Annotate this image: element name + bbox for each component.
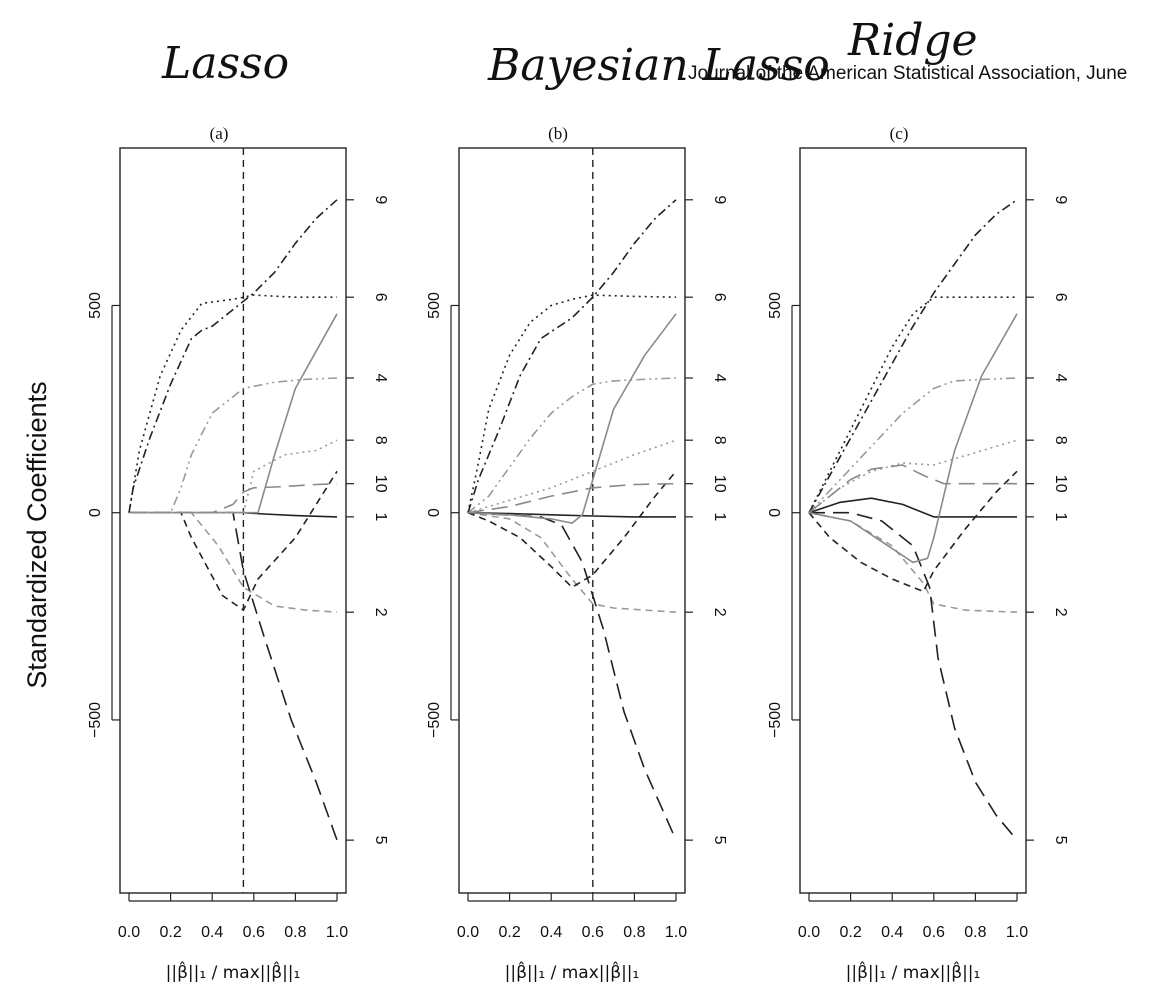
handwritten-bayesian-lasso-label: Bayesian Lasso (487, 40, 830, 91)
x-tick-label: 0.0 (118, 924, 140, 941)
plot-frame (119, 147, 347, 894)
series-line-10 (808, 464, 1017, 514)
coefficient-label: 1 (711, 512, 728, 521)
series-line-2 (129, 511, 338, 613)
series-line-5 (809, 511, 1018, 841)
coefficient-label: 10 (711, 475, 728, 493)
series-line-8 (467, 439, 677, 514)
panel-title: (b) (548, 124, 568, 143)
coefficient-label: 8 (372, 436, 389, 445)
coefficient-label: 5 (711, 836, 728, 845)
coefficient-label: 4 (711, 374, 728, 383)
series-line-6 (467, 294, 677, 513)
coefficient-label: 4 (372, 374, 389, 383)
coefficient-label: 5 (1052, 836, 1069, 845)
series-line-9 (808, 199, 1018, 514)
coefficient-label: 9 (372, 195, 389, 204)
x-tick-label: 0.0 (457, 924, 479, 941)
coefficient-label: 10 (372, 475, 389, 493)
series-line-9 (467, 199, 677, 513)
series-line-4 (129, 377, 338, 514)
coefficient-label: 6 (1052, 293, 1069, 302)
series-line-3 (129, 470, 338, 611)
x-tick-label: 0.4 (881, 924, 903, 941)
x-tick-label: 0.0 (798, 924, 820, 941)
x-tick-label: 1.0 (1006, 924, 1028, 941)
coefficient-label: 4 (1052, 374, 1069, 383)
series-line-10 (129, 482, 338, 514)
chart-panel-a: (a) 0.0 0.2 0.4 0.6 0.8 1.0 ||β̂||₁ / max||β̂||… (87, 124, 389, 983)
series-line-3 (467, 470, 677, 589)
y-tick-label: 0 (426, 508, 443, 517)
handwritten-ridge-label: Ridge (847, 15, 978, 66)
x-tick-label: 0.6 (923, 924, 945, 941)
series-line-6 (128, 294, 337, 513)
plot-frame (458, 147, 686, 894)
x-axis-label: ||β̂||₁ / max||β̂||₁ (166, 960, 301, 983)
series-line-1 (467, 511, 676, 518)
y-tick-label: 0 (87, 508, 104, 517)
series-line-10 (467, 482, 677, 514)
x-tick-label: 0.4 (201, 924, 223, 941)
y-tick-label: 0 (767, 508, 784, 517)
coefficient-label: 6 (372, 293, 389, 302)
handwritten-lasso-label: Lasso (161, 38, 289, 89)
series-line-5 (467, 511, 677, 841)
series-line-4 (467, 377, 677, 514)
series-line-7 (129, 313, 338, 514)
coefficient-label: 2 (1052, 608, 1069, 617)
y-axis-label: Standardized Coefficients (22, 381, 52, 688)
y-tick-label: −500 (426, 702, 443, 738)
series-line-2 (467, 511, 677, 613)
x-tick-label: 0.2 (839, 924, 861, 941)
chart-panel-b: (b) 0.0 0.2 0.4 0.6 0.8 1.0 ||β̂||₁ / max||β̂||… (426, 124, 728, 983)
coefficient-label: 2 (372, 608, 389, 617)
coefficient-label: 2 (711, 608, 728, 617)
series-line-4 (808, 377, 1018, 514)
series-line-5 (129, 511, 338, 841)
coefficient-label: 8 (1052, 436, 1069, 445)
x-tick-label: 0.2 (498, 924, 520, 941)
x-tick-label: 0.6 (582, 924, 604, 941)
panel-title: (c) (890, 124, 909, 143)
x-tick-label: 0.8 (623, 924, 645, 941)
chart-panel-c: (c) 0.0 0.2 0.4 0.6 0.8 1.0 ||β̂||₁ / max||β̂||… (767, 124, 1069, 983)
x-tick-label: 0.2 (159, 924, 181, 941)
series-line-7 (808, 313, 1018, 564)
coefficient-label: 9 (711, 195, 728, 204)
y-tick-label: 500 (426, 292, 443, 319)
coefficient-label: 1 (372, 512, 389, 521)
coefficient-label: 9 (1052, 195, 1069, 204)
series-line-8 (129, 439, 338, 514)
x-tick-label: 0.4 (540, 924, 562, 941)
panel-title: (a) (210, 124, 229, 143)
series-line-1 (808, 497, 1017, 518)
y-tick-label: −500 (767, 702, 784, 738)
series-line-3 (808, 470, 1018, 593)
y-tick-label: 500 (87, 292, 104, 319)
x-tick-label: 1.0 (326, 924, 348, 941)
x-tick-label: 0.8 (284, 924, 306, 941)
y-tick-label: −500 (87, 702, 104, 738)
coefficient-label: 6 (711, 293, 728, 302)
series-line-6 (808, 296, 1017, 514)
series-line-9 (128, 199, 338, 513)
x-tick-label: 1.0 (665, 924, 687, 941)
coefficient-label: 8 (711, 436, 728, 445)
series-line-7 (467, 313, 677, 524)
panels: (a) 0.0 0.2 0.4 0.6 0.8 1.0 ||β̂||₁ / max||β̂||… (87, 124, 1069, 983)
x-tick-label: 0.8 (964, 924, 986, 941)
coefficient-label: 10 (1052, 475, 1069, 493)
coefficient-label: 5 (372, 836, 389, 845)
coefficient-label: 1 (1052, 512, 1069, 521)
plot-frame (799, 147, 1027, 894)
x-axis-label: ||β̂||₁ / max||β̂||₁ (505, 960, 640, 983)
x-tick-label: 0.6 (243, 924, 265, 941)
x-axis-label: ||β̂||₁ / max||β̂||₁ (846, 960, 981, 983)
y-tick-label: 500 (767, 292, 784, 319)
journal-header: Journal of the American Statistical Asso… (688, 63, 1127, 84)
